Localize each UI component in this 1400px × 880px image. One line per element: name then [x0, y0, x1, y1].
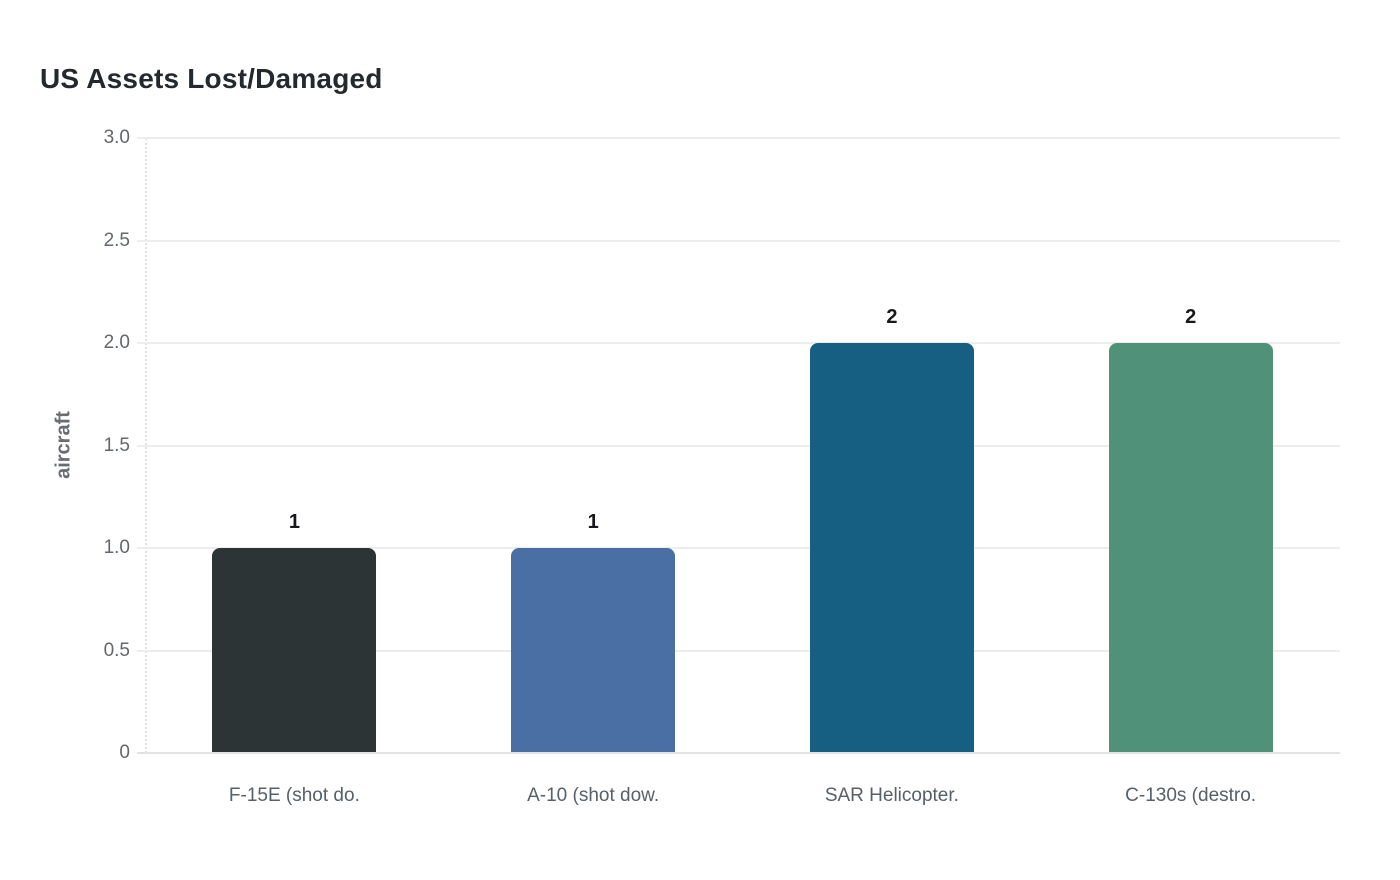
bar-slot: 2: [1041, 138, 1340, 753]
gridline: [137, 137, 1340, 139]
bar-C-130s (destro.: [1108, 343, 1273, 753]
bar-slot: 1: [145, 138, 444, 753]
gridline: [137, 239, 1340, 242]
bar-value-label: 2: [1185, 306, 1197, 328]
gridline: [137, 342, 1340, 344]
x-tick-label: A-10 (shot dow.: [527, 785, 660, 806]
y-axis-ticks: 0 0.5 1.0 1.5 2.0 2.5 3.0: [0, 127, 130, 763]
bar-SAR Helicopter.: [809, 343, 974, 753]
bar-slot: 1: [444, 138, 743, 753]
x-axis-labels: F-15E (shot do. A-10 (shot dow. SAR Helico…: [145, 783, 1340, 823]
y-tick-label: 0.5: [103, 639, 130, 661]
bar-value-label: 1: [288, 511, 300, 533]
bar-slot: 2: [743, 138, 1042, 753]
bar-value-label: 2: [886, 306, 898, 328]
x-tick-label: SAR Helicopter.: [824, 785, 959, 806]
x-tick-label: C-130s (destro.: [1125, 785, 1257, 806]
bar-A-10 (shot dow.: [511, 548, 676, 753]
y-tick-label: 0: [119, 742, 130, 763]
y-tick-label: 2.5: [103, 229, 130, 251]
gridline: [137, 649, 1340, 652]
bar-F-15E (shot do.: [212, 548, 377, 753]
y-tick-label: 3.0: [103, 127, 130, 148]
x-tick-label: F-15E (shot do.: [228, 785, 360, 806]
bar-value-label: 1: [587, 511, 599, 533]
y-tick-label: 1.0: [103, 537, 130, 558]
chart-title: US Assets Lost/Damaged: [40, 63, 383, 94]
x-axis-line: [137, 752, 1340, 754]
y-tick-label: 2.0: [103, 332, 130, 353]
plot-area: 1 1 2 2: [137, 137, 1340, 754]
gridline: [137, 547, 1340, 549]
gridline: [137, 444, 1340, 447]
y-tick-label: 1.5: [103, 434, 130, 456]
